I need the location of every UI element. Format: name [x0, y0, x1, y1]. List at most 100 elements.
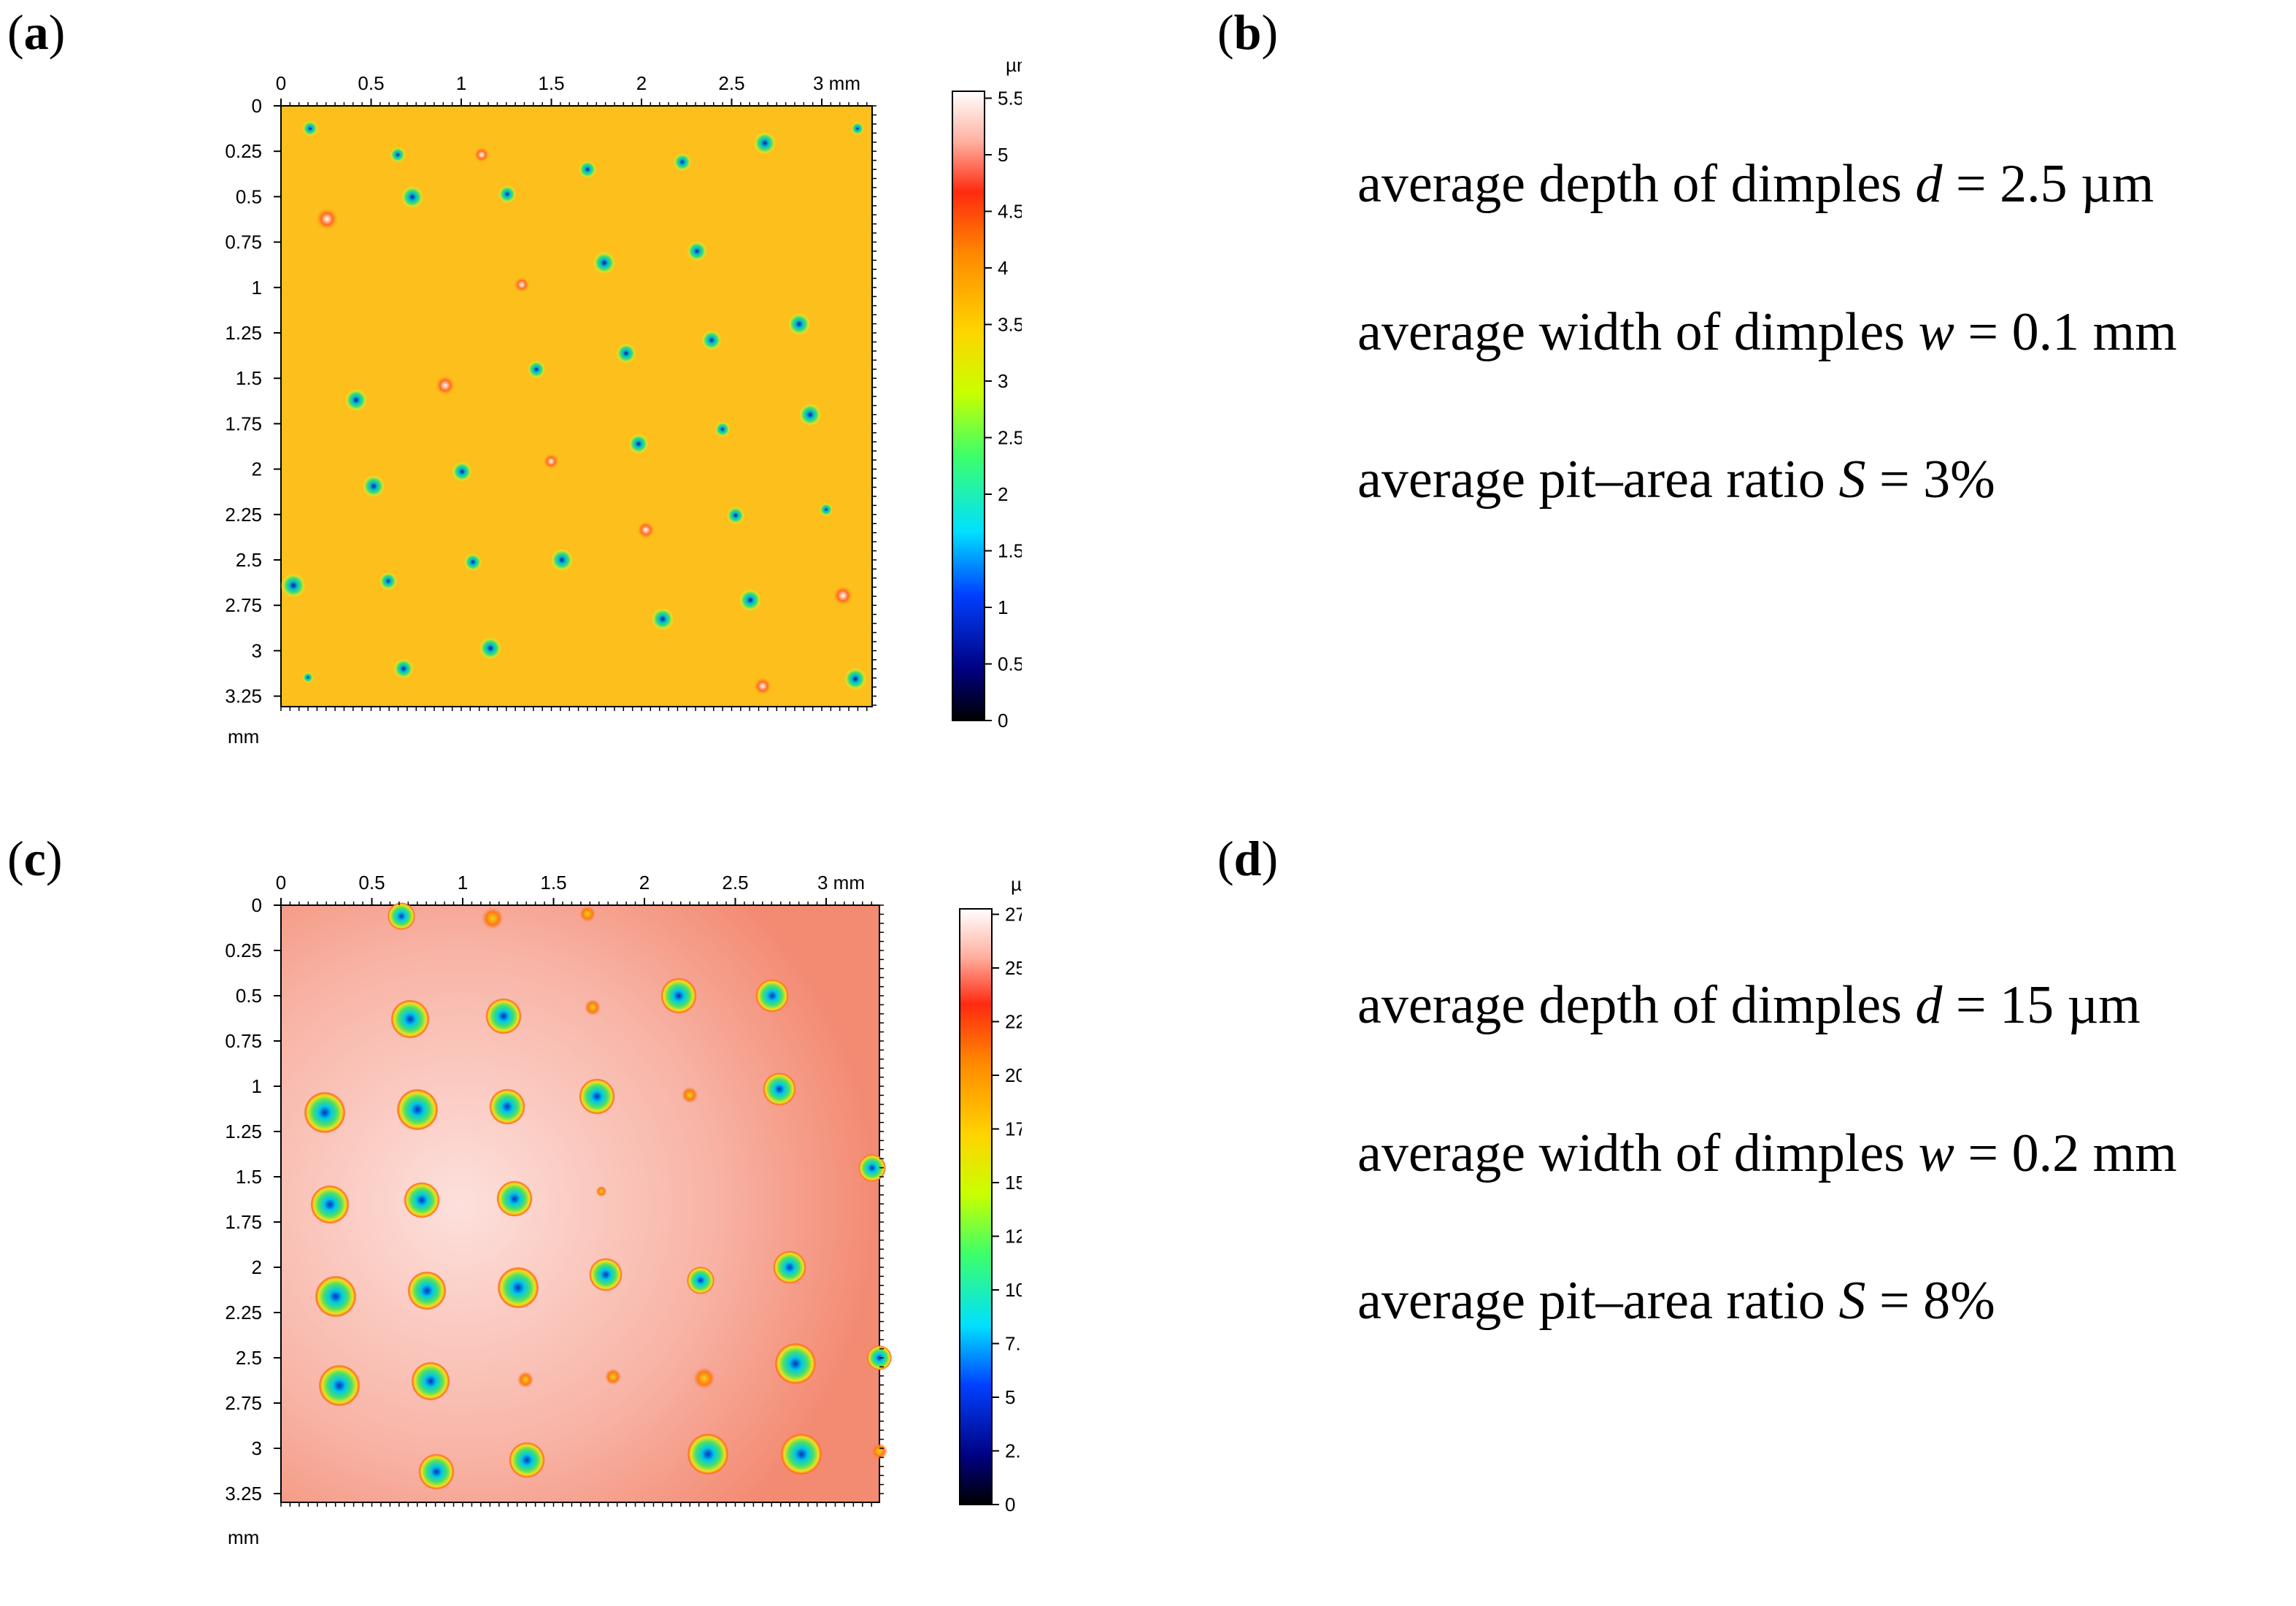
- panel-a-svg: 0 0.5 1 1.5 2 2.5 3 mm 0 0.25 0.5 0.75 1 1.25 1.5 1.7…: [225, 54, 1022, 748]
- dimple-mark: [489, 1088, 525, 1125]
- colorbar-tick-label: 15: [1005, 1172, 1022, 1194]
- y-tick-label: 0.75: [225, 1030, 262, 1052]
- dimple-mark: [344, 388, 368, 412]
- dimple-mark: [844, 667, 867, 691]
- panel-a-map: [280, 105, 873, 707]
- dimple-mark: [301, 120, 319, 137]
- y-tick-label: 1: [252, 1075, 262, 1097]
- x-tick-label: 0: [276, 872, 286, 894]
- colorbar-tick-label: 0: [1005, 1494, 1015, 1515]
- dimple-mark: [401, 185, 424, 209]
- dimple-mark: [596, 1186, 607, 1197]
- x-tick-label: 2: [639, 872, 650, 894]
- dimple-mark: [774, 1342, 817, 1385]
- x-tick-label: 0.5: [358, 872, 385, 894]
- dimple-mark: [579, 905, 596, 923]
- y-tick-label: 1.75: [225, 1211, 262, 1233]
- dimple-mark: [579, 1078, 615, 1115]
- colorbar-tick-label: 27.5: [1005, 904, 1022, 926]
- dimple-mark: [780, 1433, 823, 1475]
- panel-c-svg: 0 0.5 1 1.5 2 2.5 3 mm 00.250.50.7511.251.51.7…: [225, 872, 1022, 1548]
- y-tick-label: 1.25: [225, 322, 262, 344]
- panel-label-a: (a): [7, 4, 66, 60]
- dimple-mark: [673, 153, 692, 172]
- panel-c-axis-unit: mm: [228, 1526, 259, 1548]
- panel-a-figure: 0 0.5 1 1.5 2 2.5 3 mm 0 0.25 0.5 0.75 1 1.25 1.5 1.7…: [0, 44, 1022, 788]
- dimple-mark: [318, 1364, 361, 1407]
- y-tick-label: 0.25: [225, 140, 262, 162]
- panel-c-colorbar: [959, 908, 993, 1505]
- dimple-mark: [681, 1086, 698, 1104]
- y-tick-label: 3: [252, 1437, 262, 1459]
- colorbar-tick-label: 5: [1005, 1386, 1015, 1408]
- dimple-mark: [687, 1267, 714, 1294]
- y-tick-label: 1: [252, 277, 262, 299]
- dimple-mark: [362, 474, 385, 498]
- y-tick-label: 2: [252, 458, 262, 480]
- colorbar-tick-label: 25: [1005, 957, 1022, 979]
- dimple-mark: [584, 999, 601, 1016]
- dimple-mark: [615, 342, 637, 364]
- colorbar-tick-label: 10: [1005, 1279, 1022, 1301]
- dimple-mark: [513, 276, 531, 293]
- colorbar-tick-label: 2: [998, 483, 1008, 505]
- dimple-mark: [411, 1361, 450, 1401]
- dimple-mark: [473, 146, 490, 164]
- x-tick-label: 1.5: [540, 872, 566, 894]
- panel-d-ratio: average pit–area ratio S = 8%: [1357, 1271, 1995, 1331]
- dimple-mark: [739, 588, 762, 612]
- y-tick-label: 2: [252, 1256, 262, 1278]
- panel-c-x-axis: 0 0.5 1 1.5 2 2.5 3 mm: [276, 872, 872, 1507]
- y-tick-label: 0.5: [236, 985, 262, 1007]
- colorbar-tick-label: 3: [998, 370, 1008, 392]
- dimple-mark: [498, 185, 517, 204]
- dimple-mark: [280, 572, 307, 599]
- dimple-mark: [636, 520, 655, 539]
- dimple-mark: [479, 637, 502, 660]
- x-tick-label: 1: [458, 872, 468, 894]
- dimple-mark: [578, 160, 597, 179]
- dimple-mark: [714, 420, 731, 438]
- dimple-mark: [798, 403, 822, 426]
- dimple-mark: [304, 1091, 346, 1134]
- dimple-mark: [693, 1367, 716, 1390]
- x-tick-label: 2: [636, 72, 647, 94]
- panel-label-b: (b): [1217, 4, 1279, 60]
- panel-c-map: [280, 904, 880, 1503]
- dimple-mark: [527, 360, 546, 379]
- colorbar-tick-label: 5: [998, 144, 1008, 166]
- dimple-mark: [593, 251, 616, 274]
- y-tick-label: 2.25: [225, 1302, 262, 1323]
- colorbar-tick-label: 2.5: [1005, 1440, 1022, 1462]
- dimple-mark: [651, 607, 674, 631]
- dimple-mark: [726, 506, 745, 525]
- y-tick-label: 0: [252, 894, 262, 916]
- dimple-mark: [496, 1180, 533, 1217]
- y-tick-label: 1.5: [236, 367, 262, 389]
- panel-b-ratio: average pit–area ratio S = 3%: [1357, 450, 1995, 510]
- dimple-mark: [660, 977, 697, 1014]
- colorbar-tick-label: 4: [998, 257, 1008, 279]
- dimple-mark: [550, 548, 574, 572]
- panel-a-axis-unit: mm: [228, 726, 259, 748]
- y-tick-label: 1.75: [225, 412, 262, 434]
- panel-c-figure: 0 0.5 1 1.5 2 2.5 3 mm 0 0.25 0.5 0.75 1 1.25 1.5 1.7…: [0, 861, 1022, 1606]
- colorbar-tick-label: 1: [998, 596, 1008, 618]
- dimple-mark: [753, 677, 772, 696]
- dimple-mark: [753, 131, 777, 155]
- dimple-mark: [509, 1442, 545, 1478]
- panel-d-depth: average depth of dimples d = 15 µm: [1357, 975, 2141, 1035]
- panel-a-colorbar-ticks: 0 0.5 1 1.5 2 2.5 3 3.5 4 4.5 5 5.5: [985, 88, 1022, 731]
- y-tick-label: 0.25: [225, 940, 262, 961]
- dimple-mark: [388, 902, 415, 930]
- colorbar-tick-label: 5.5: [998, 88, 1022, 110]
- panel-b-width: average width of dimples w = 0.1 mm: [1357, 302, 2177, 362]
- dimple-mark: [434, 374, 456, 396]
- y-tick-label: 2.5: [236, 1347, 262, 1369]
- x-tick-label: 1: [456, 72, 466, 94]
- dimple-mark: [832, 585, 854, 607]
- dimple-mark: [463, 553, 482, 572]
- panel-b-depth: average depth of dimples d = 2.5 µm: [1357, 154, 2154, 214]
- panel-label-c: (c): [7, 831, 63, 886]
- dimple-mark: [773, 1250, 806, 1284]
